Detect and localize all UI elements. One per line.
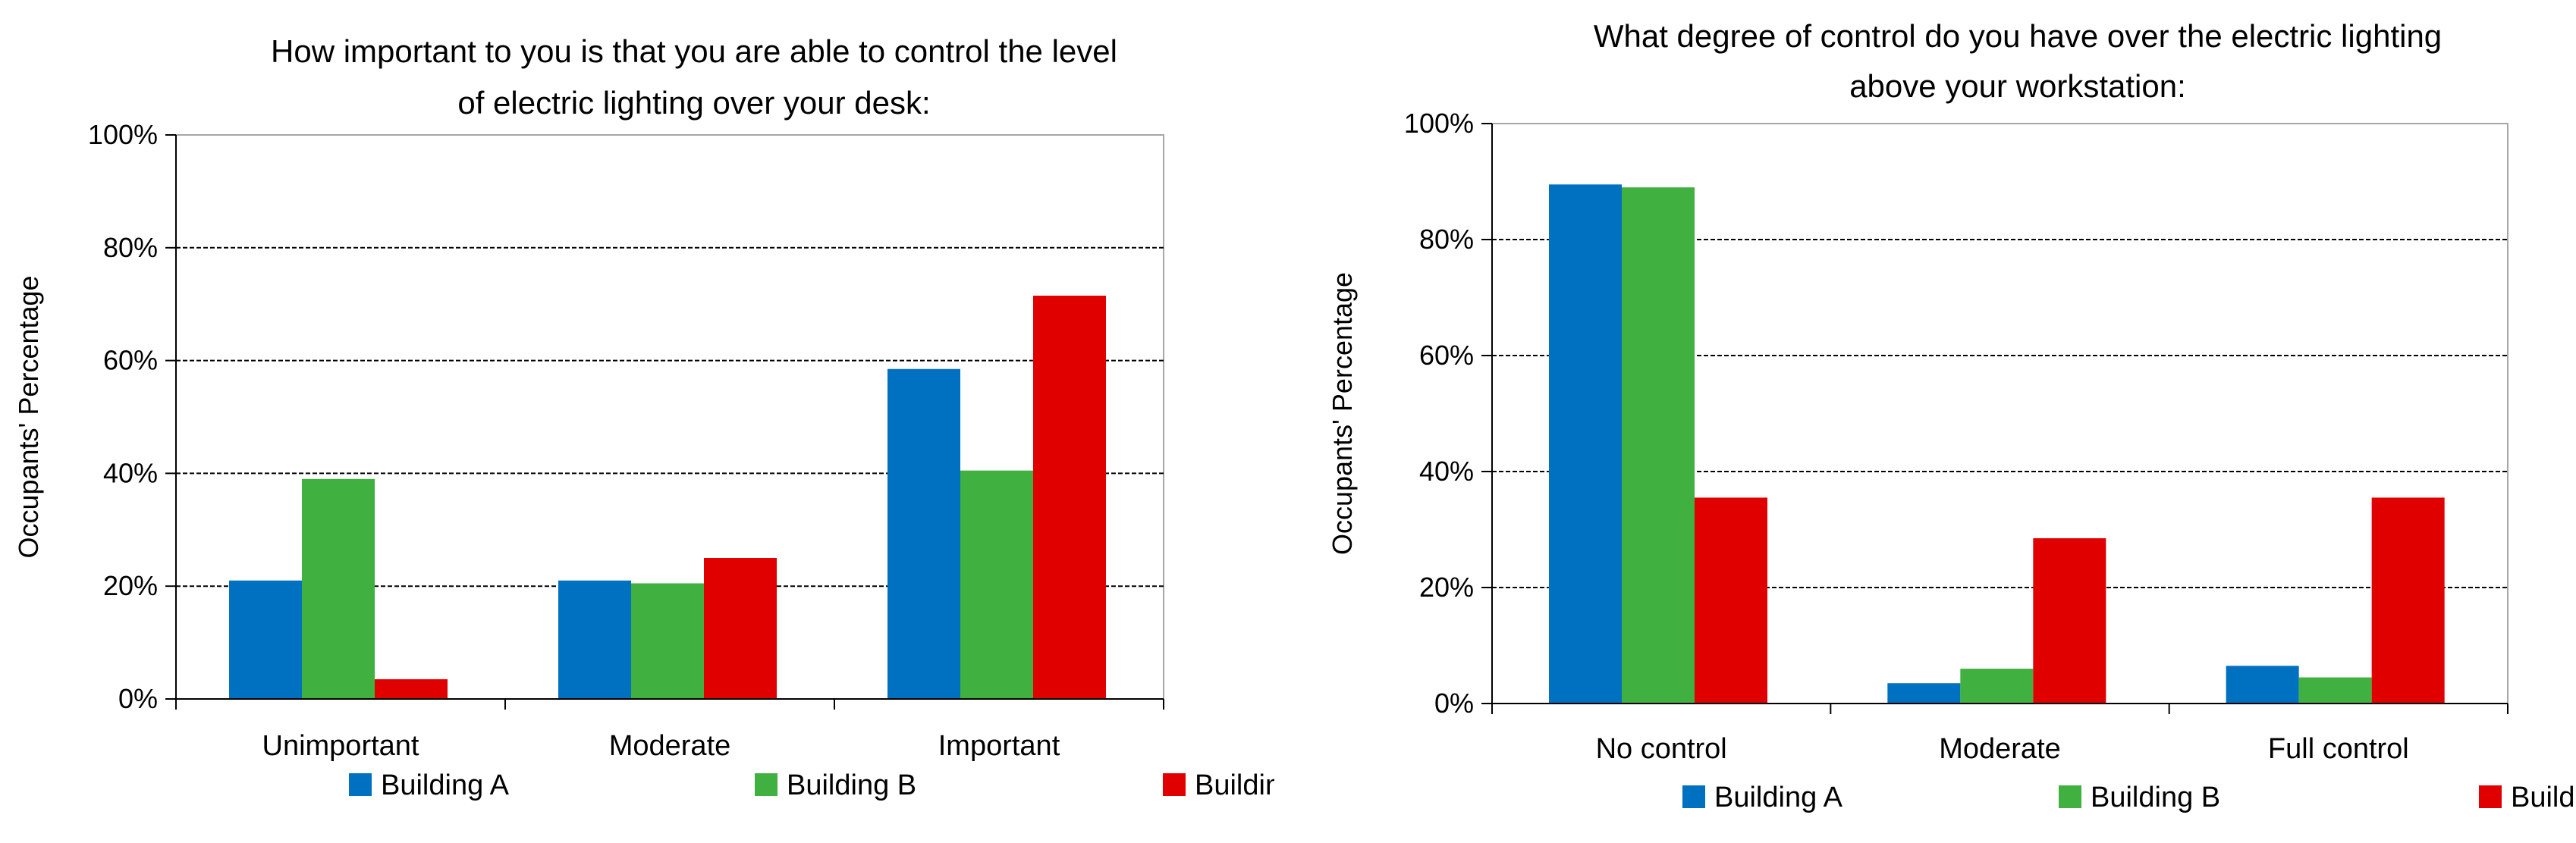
chart1-legend-swatch-building-a: [349, 773, 372, 796]
chart1-ytick-label: 40%: [103, 457, 158, 488]
chart2-bar-building-a-no-control: [1549, 184, 1622, 704]
chart1-bar-building-a-moderate: [558, 580, 631, 699]
chart2-bar-building-c-no-control: [1695, 497, 1767, 704]
chart1-legend-label-building-b: Building B: [787, 769, 916, 801]
chart2-ytick-label: 40%: [1419, 456, 1474, 487]
chart2-ytick-label: 60%: [1419, 340, 1474, 371]
chart1-title-line-2: of electric lighting over your desk:: [457, 85, 930, 121]
chart2-bar-building-a-moderate: [1887, 683, 1961, 704]
chart1-category-label-moderate: Moderate: [609, 730, 731, 762]
chart2-ytick-label: 100%: [1404, 108, 1474, 139]
chart1-ytick-label: 80%: [103, 232, 158, 263]
chart-lighting-control: What degree of control do you have over …: [1290, 0, 2576, 843]
chart1-legend-swatch-building-b: [755, 773, 778, 796]
chart1-bar-building-a-important: [887, 368, 960, 699]
chart2-legend-swatch-building-c: [2479, 785, 2502, 808]
chart1-ytick-label: 20%: [103, 570, 158, 601]
chart-lighting-importance: How important to you is that you are abl…: [0, 0, 1274, 843]
chart2-bar-building-b-full-control: [2298, 677, 2372, 704]
chart1-title-line-1: How important to you is that you are abl…: [271, 33, 1117, 69]
chart1-bar-building-b-moderate: [631, 583, 704, 699]
chart2-ytick-label: 20%: [1419, 572, 1474, 603]
chart1-bar-building-c-important: [1033, 296, 1106, 699]
chart2-category-label-full-control: Full control: [2268, 733, 2409, 765]
chart1-bar-building-b-important: [960, 470, 1033, 699]
chart-lighting-control-svg: What degree of control do you have over …: [1327, 18, 2576, 813]
chart2-bar-building-b-moderate: [1960, 669, 2034, 704]
chart2-legend-swatch-building-b: [2059, 785, 2081, 808]
chart-lighting-importance-svg: How important to you is that you are abl…: [13, 33, 1274, 801]
chart1-bar-building-a-unimportant: [229, 580, 302, 699]
chart2-ytick-label: 0%: [1434, 688, 1474, 719]
chart2-category-label-moderate: Moderate: [1939, 733, 2061, 765]
chart1-ytick-label: 0%: [118, 683, 158, 714]
chart1-bar-building-c-moderate: [704, 558, 777, 699]
chart2-ytick-label: 80%: [1419, 224, 1474, 255]
chart1-legend-label-building-c: Building C: [1195, 769, 1274, 801]
chart2-category-label-no-control: No control: [1596, 733, 1727, 765]
chart1-category-label-important: Important: [938, 730, 1060, 762]
chart1-legend-label-building-a: Building A: [381, 769, 510, 801]
chart2-bar-building-c-moderate: [2033, 537, 2106, 704]
chart2-legend-label-building-a: Building A: [1714, 782, 1843, 813]
chart2-bar-building-c-full-control: [2371, 497, 2445, 704]
chart2-bar-building-a-full-control: [2226, 666, 2299, 704]
chart1-legend-swatch-building-c: [1163, 773, 1186, 796]
chart2-legend-label-building-c: Building C: [2511, 782, 2576, 813]
chart1-ytick-label: 100%: [88, 119, 158, 150]
chart1-bar-building-c-unimportant: [375, 678, 448, 699]
chart1-ytick-label: 60%: [103, 345, 158, 376]
chart1-ylabel: Occupants' Percentage: [13, 275, 44, 558]
chart1-bar-building-b-unimportant: [302, 478, 375, 699]
chart2-bar-building-b-no-control: [1622, 187, 1695, 704]
chart1-category-label-unimportant: Unimportant: [262, 730, 419, 762]
chart2-legend-label-building-b: Building B: [2091, 782, 2220, 813]
chart2-legend-swatch-building-a: [1682, 785, 1705, 808]
chart2-title-line-2: above your workstation:: [1849, 68, 2186, 104]
chart2-ylabel: Occupants' Percentage: [1327, 272, 1358, 555]
chart2-title-line-1: What degree of control do you have over …: [1594, 18, 2442, 54]
